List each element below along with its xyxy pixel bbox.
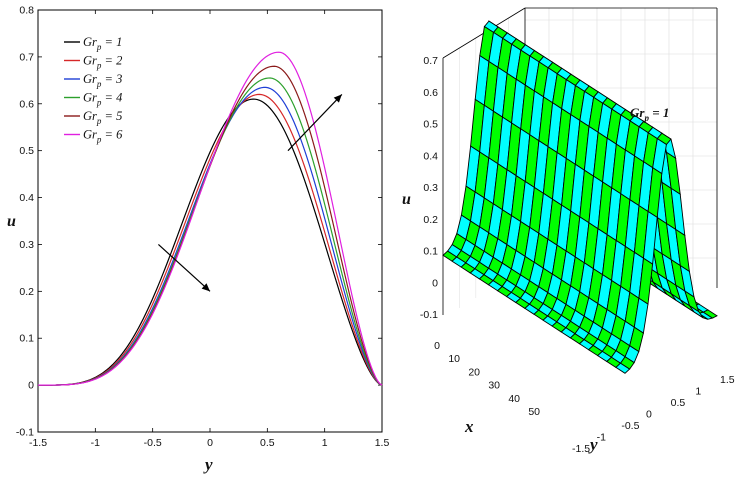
y-tick-label-3d: 0	[646, 409, 652, 421]
z-tick-label: 0.3	[423, 182, 438, 194]
trend-arrow-1	[157, 244, 211, 292]
x-axis-label: y	[203, 455, 213, 474]
y-tick-label: 0.1	[19, 333, 34, 345]
legend-entry-5: Grp = 5	[64, 109, 122, 126]
trend-arrows	[157, 93, 343, 292]
surface-ticks: -0.100.10.20.30.40.50.60.701020304050-1.…	[420, 55, 735, 455]
z-tick-label: 0.1	[423, 246, 438, 258]
x-tick-label-3d: 10	[448, 353, 460, 365]
z-tick-label: 0.2	[423, 214, 438, 226]
x-axis-label-3d: x	[464, 417, 474, 436]
legend-label: Grp = 2	[83, 54, 122, 71]
z-axis-label: u	[402, 191, 411, 208]
x-tick-label-3d: 50	[528, 406, 540, 418]
x-tick-label: -1	[91, 437, 100, 449]
y-tick-label: 0.8	[19, 5, 34, 17]
z-tick-label: 0	[432, 277, 438, 289]
series-lines	[38, 51, 383, 386]
x-tick-label: 0	[207, 437, 213, 449]
y-tick-label: 0.7	[19, 51, 34, 63]
y-tick-label: -0.1	[16, 427, 34, 439]
legend-entry-2: Grp = 2	[64, 54, 122, 71]
surface-mesh	[442, 20, 718, 374]
legend-label: Grp = 6	[83, 128, 123, 145]
y-tick-label-3d: -1	[597, 432, 606, 444]
x-tick-label: -0.5	[144, 437, 162, 449]
y-tick-label-3d: -1.5	[572, 443, 590, 455]
y-axis-label-3d: y	[588, 435, 598, 454]
y-tick-label: 0.2	[19, 286, 34, 298]
legend-entry-4: Grp = 4	[64, 91, 122, 108]
x-tick-label: 1	[322, 437, 328, 449]
legend-label: Grp = 3	[83, 72, 122, 89]
legend-entry-3: Grp = 3	[64, 72, 122, 89]
y-tick-label-3d: 1	[695, 386, 701, 398]
y-tick-label: 0.5	[19, 145, 34, 157]
x-tick-label: -1.5	[29, 437, 47, 449]
y-tick-label-3d: 1.5	[720, 374, 735, 386]
x-tick-label-3d: 30	[488, 380, 500, 392]
surface-chart: -0.100.10.20.30.40.50.60.701020304050-1.…	[402, 7, 735, 455]
y-axis: -0.1 0 0.1 0.2 0.3 0.4 0.5 0.6 0.7 0.8	[16, 5, 382, 439]
y-tick-label: 0.6	[19, 98, 34, 110]
y-tick-label-3d: 0.5	[671, 397, 686, 409]
x-tick-label-3d: 20	[468, 366, 480, 378]
legend-entry-6: Grp = 6	[64, 128, 123, 145]
y-tick-label: 0.4	[19, 192, 34, 204]
line-chart: -0.1 0 0.1 0.2 0.3 0.4 0.5 0.6 0.7 0.8 -1.5 -1 -0.5…	[7, 5, 389, 475]
trend-arrow-2	[287, 93, 343, 152]
z-tick-label: 0.4	[423, 150, 438, 162]
surface-annotation: Grp = 1	[630, 105, 669, 123]
x-tick-label-3d: 40	[508, 393, 520, 405]
y-axis-label: u	[7, 213, 16, 230]
y-tick-label-3d: -0.5	[621, 420, 639, 432]
x-tick-label: 1.5	[375, 437, 390, 449]
legend-label: Grp = 4	[83, 91, 122, 108]
x-axis: -1.5 -1 -0.5 0 0.5 1 1.5	[29, 10, 389, 449]
x-tick-label: 0.5	[260, 437, 275, 449]
legend-entry-1: Grp = 1	[64, 35, 122, 52]
z-tick-label: 0.6	[423, 87, 438, 99]
y-tick-label: 0	[28, 380, 34, 392]
z-tick-label: -0.1	[420, 309, 438, 321]
y-tick-label: 0.3	[19, 239, 34, 251]
z-tick-label: 0.7	[423, 55, 438, 67]
plot-area	[37, 9, 383, 433]
series-line-6	[38, 51, 383, 386]
surface-cell	[615, 362, 631, 374]
legend-label: Grp = 5	[83, 109, 122, 126]
z-tick-label: 0.5	[423, 119, 438, 131]
x-tick-label-3d: 0	[434, 340, 440, 352]
legend-label: Grp = 1	[83, 35, 122, 52]
